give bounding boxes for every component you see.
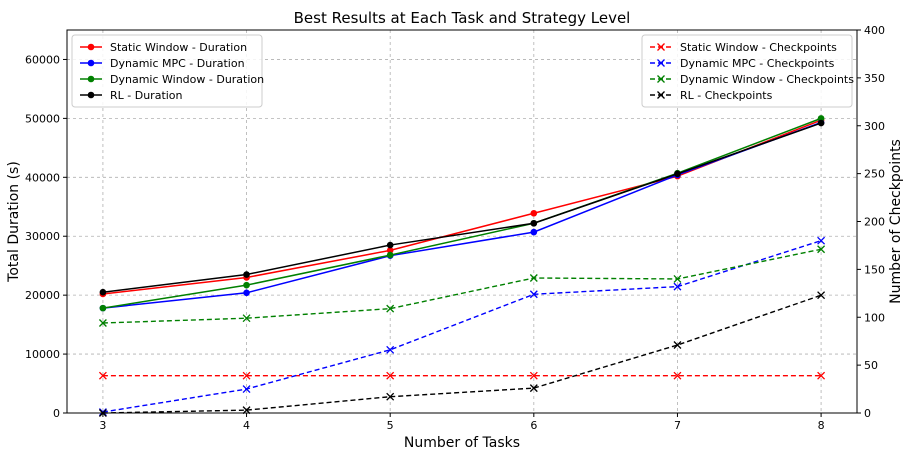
chart-title: Best Results at Each Task and Strategy L… [294, 9, 631, 27]
rl-checkpoints-point [673, 341, 682, 349]
y-left-tick-label: 30000 [25, 230, 60, 243]
static-window-duration-point [386, 247, 394, 254]
y-right-tick-label: 250 [864, 168, 885, 181]
dynamic-window-checkpoints-point [817, 245, 826, 254]
static-window-checkpoints-point [98, 371, 107, 380]
rl-duration-point [243, 271, 250, 278]
legend-label: Dynamic Window - Duration [110, 73, 264, 86]
rl-duration-point [674, 170, 681, 178]
legend-entry-static-window-checkpoints: Static Window - Checkpoints [650, 41, 837, 54]
legend-label: Dynamic MPC - Duration [110, 57, 245, 70]
rl-checkpoints-point [242, 406, 251, 415]
legend-entry-rl-duration: RL - Duration [80, 89, 183, 102]
x-tick-label: 5 [387, 419, 394, 432]
legend-marker [657, 59, 665, 67]
dynamic-mpc-checkpoints-point [673, 282, 682, 291]
y-axis-label-right: Number of Checkpoints [888, 139, 904, 304]
dynamic-window-checkpoints-point [673, 274, 682, 283]
y-right-tick-label: 50 [864, 359, 878, 372]
static-window-checkpoints-point [529, 371, 538, 380]
legend-label: RL - Duration [110, 89, 183, 102]
series-group [98, 115, 826, 417]
legend-entry-static-window-duration: Static Window - Duration [80, 41, 247, 54]
ticks-group: 3 4 5 6 7 8 0 10000 20000 30000 40000 50000 60000 0 50… [25, 24, 885, 432]
dynamic-window-duration-point [817, 115, 825, 122]
rl-checkpoints-point [529, 384, 538, 393]
legend-entry-dynamic-mpc-duration: Dynamic MPC - Duration [80, 57, 245, 70]
legend-label: Static Window - Duration [110, 41, 247, 54]
dynamic-mpc-checkpoints-point [817, 236, 826, 245]
y-right-tick-label: 400 [864, 24, 885, 37]
x-tick-label: 6 [530, 419, 537, 432]
legend-duration: Static Window - Duration Dynamic MPC - Du… [71, 34, 264, 108]
legend-label: Dynamic MPC - Checkpoints [680, 57, 835, 70]
rl-duration-line [102, 122, 822, 293]
dynamic-mpc-checkpoints-point [242, 385, 251, 394]
rl-checkpoints-point [386, 392, 395, 401]
legend-entry-dynamic-window-duration: Dynamic Window - Duration [80, 73, 264, 86]
y-right-tick-label: 300 [864, 120, 885, 133]
rl-duration-point [386, 241, 394, 249]
dynamic-window-checkpoints-point [386, 304, 395, 313]
legend-label: Dynamic Window - Checkpoints [680, 73, 854, 86]
x-tick-label: 4 [243, 419, 250, 432]
dynamic-window-duration-line [102, 117, 822, 309]
x-tick-label: 3 [99, 419, 106, 432]
legend-marker [657, 43, 665, 51]
rl-checkpoints-line [102, 294, 822, 414]
x-tick-label: 7 [674, 419, 681, 432]
dynamic-mpc-duration-point [530, 228, 538, 236]
legend-label: RL - Checkpoints [680, 89, 773, 102]
y-left-tick-label: 20000 [25, 289, 60, 302]
rl-checkpoints-point [817, 291, 826, 300]
static-window-checkpoints-point [242, 371, 251, 380]
dynamic-window-duration-point [386, 251, 394, 259]
dynamic-window-checkpoints-line [102, 248, 822, 324]
legend-entry-rl-checkpoints: RL - Checkpoints [650, 89, 773, 102]
legend-box [71, 34, 263, 108]
y-left-tick-label: 10000 [25, 348, 60, 361]
dynamic-mpc-checkpoints-point [529, 290, 538, 299]
legend-entry-dynamic-mpc-checkpoints: Dynamic MPC - Checkpoints [650, 57, 835, 70]
static-window-duration-line [102, 119, 822, 295]
y-right-tick-label: 0 [864, 407, 871, 420]
y-left-tick-label: 60000 [25, 53, 60, 66]
legend-box [641, 34, 853, 108]
y-right-tick-label: 100 [864, 311, 885, 324]
static-window-checkpoints-point [673, 371, 682, 380]
dynamic-window-duration-point [99, 304, 107, 312]
dynamic-mpc-checkpoints-point [386, 345, 395, 354]
static-window-checkpoints-point [817, 371, 826, 380]
legend-checkpoints: Static Window - Checkpoints Dynamic MPC -… [641, 34, 854, 108]
y-left-tick-label: 40000 [25, 171, 60, 184]
dynamic-mpc-duration-line [102, 121, 822, 309]
dynamic-mpc-checkpoints-line [102, 239, 822, 413]
x-axis-label: Number of Tasks [404, 435, 520, 451]
x-tick-label: 8 [818, 419, 825, 432]
static-window-duration-point [530, 209, 538, 217]
rl-duration-point [530, 219, 538, 227]
y-axis-label-left: Total Duration (s) [6, 161, 22, 283]
dynamic-window-checkpoints-point [529, 274, 538, 282]
y-left-tick-label: 50000 [25, 112, 60, 125]
legend-marker [657, 75, 665, 83]
dynamic-window-checkpoints-point [98, 319, 107, 327]
dynamic-window-duration-point [243, 281, 250, 289]
legend-label: Static Window - Checkpoints [680, 41, 837, 54]
static-window-checkpoints-point [386, 371, 395, 380]
dynamic-mpc-duration-point [243, 289, 250, 297]
legend-marker [657, 91, 665, 99]
y-left-tick-label: 0 [53, 407, 60, 420]
dynamic-window-checkpoints-point [242, 314, 251, 323]
y-right-tick-label: 350 [864, 72, 885, 85]
rl-duration-point [99, 288, 107, 296]
rl-duration-point [817, 119, 825, 127]
y-right-tick-label: 150 [864, 263, 885, 276]
dynamic-mpc-checkpoints-point [98, 408, 107, 417]
legend-entry-dynamic-window-checkpoints: Dynamic Window - Checkpoints [650, 73, 854, 86]
y-right-tick-label: 200 [864, 216, 885, 229]
